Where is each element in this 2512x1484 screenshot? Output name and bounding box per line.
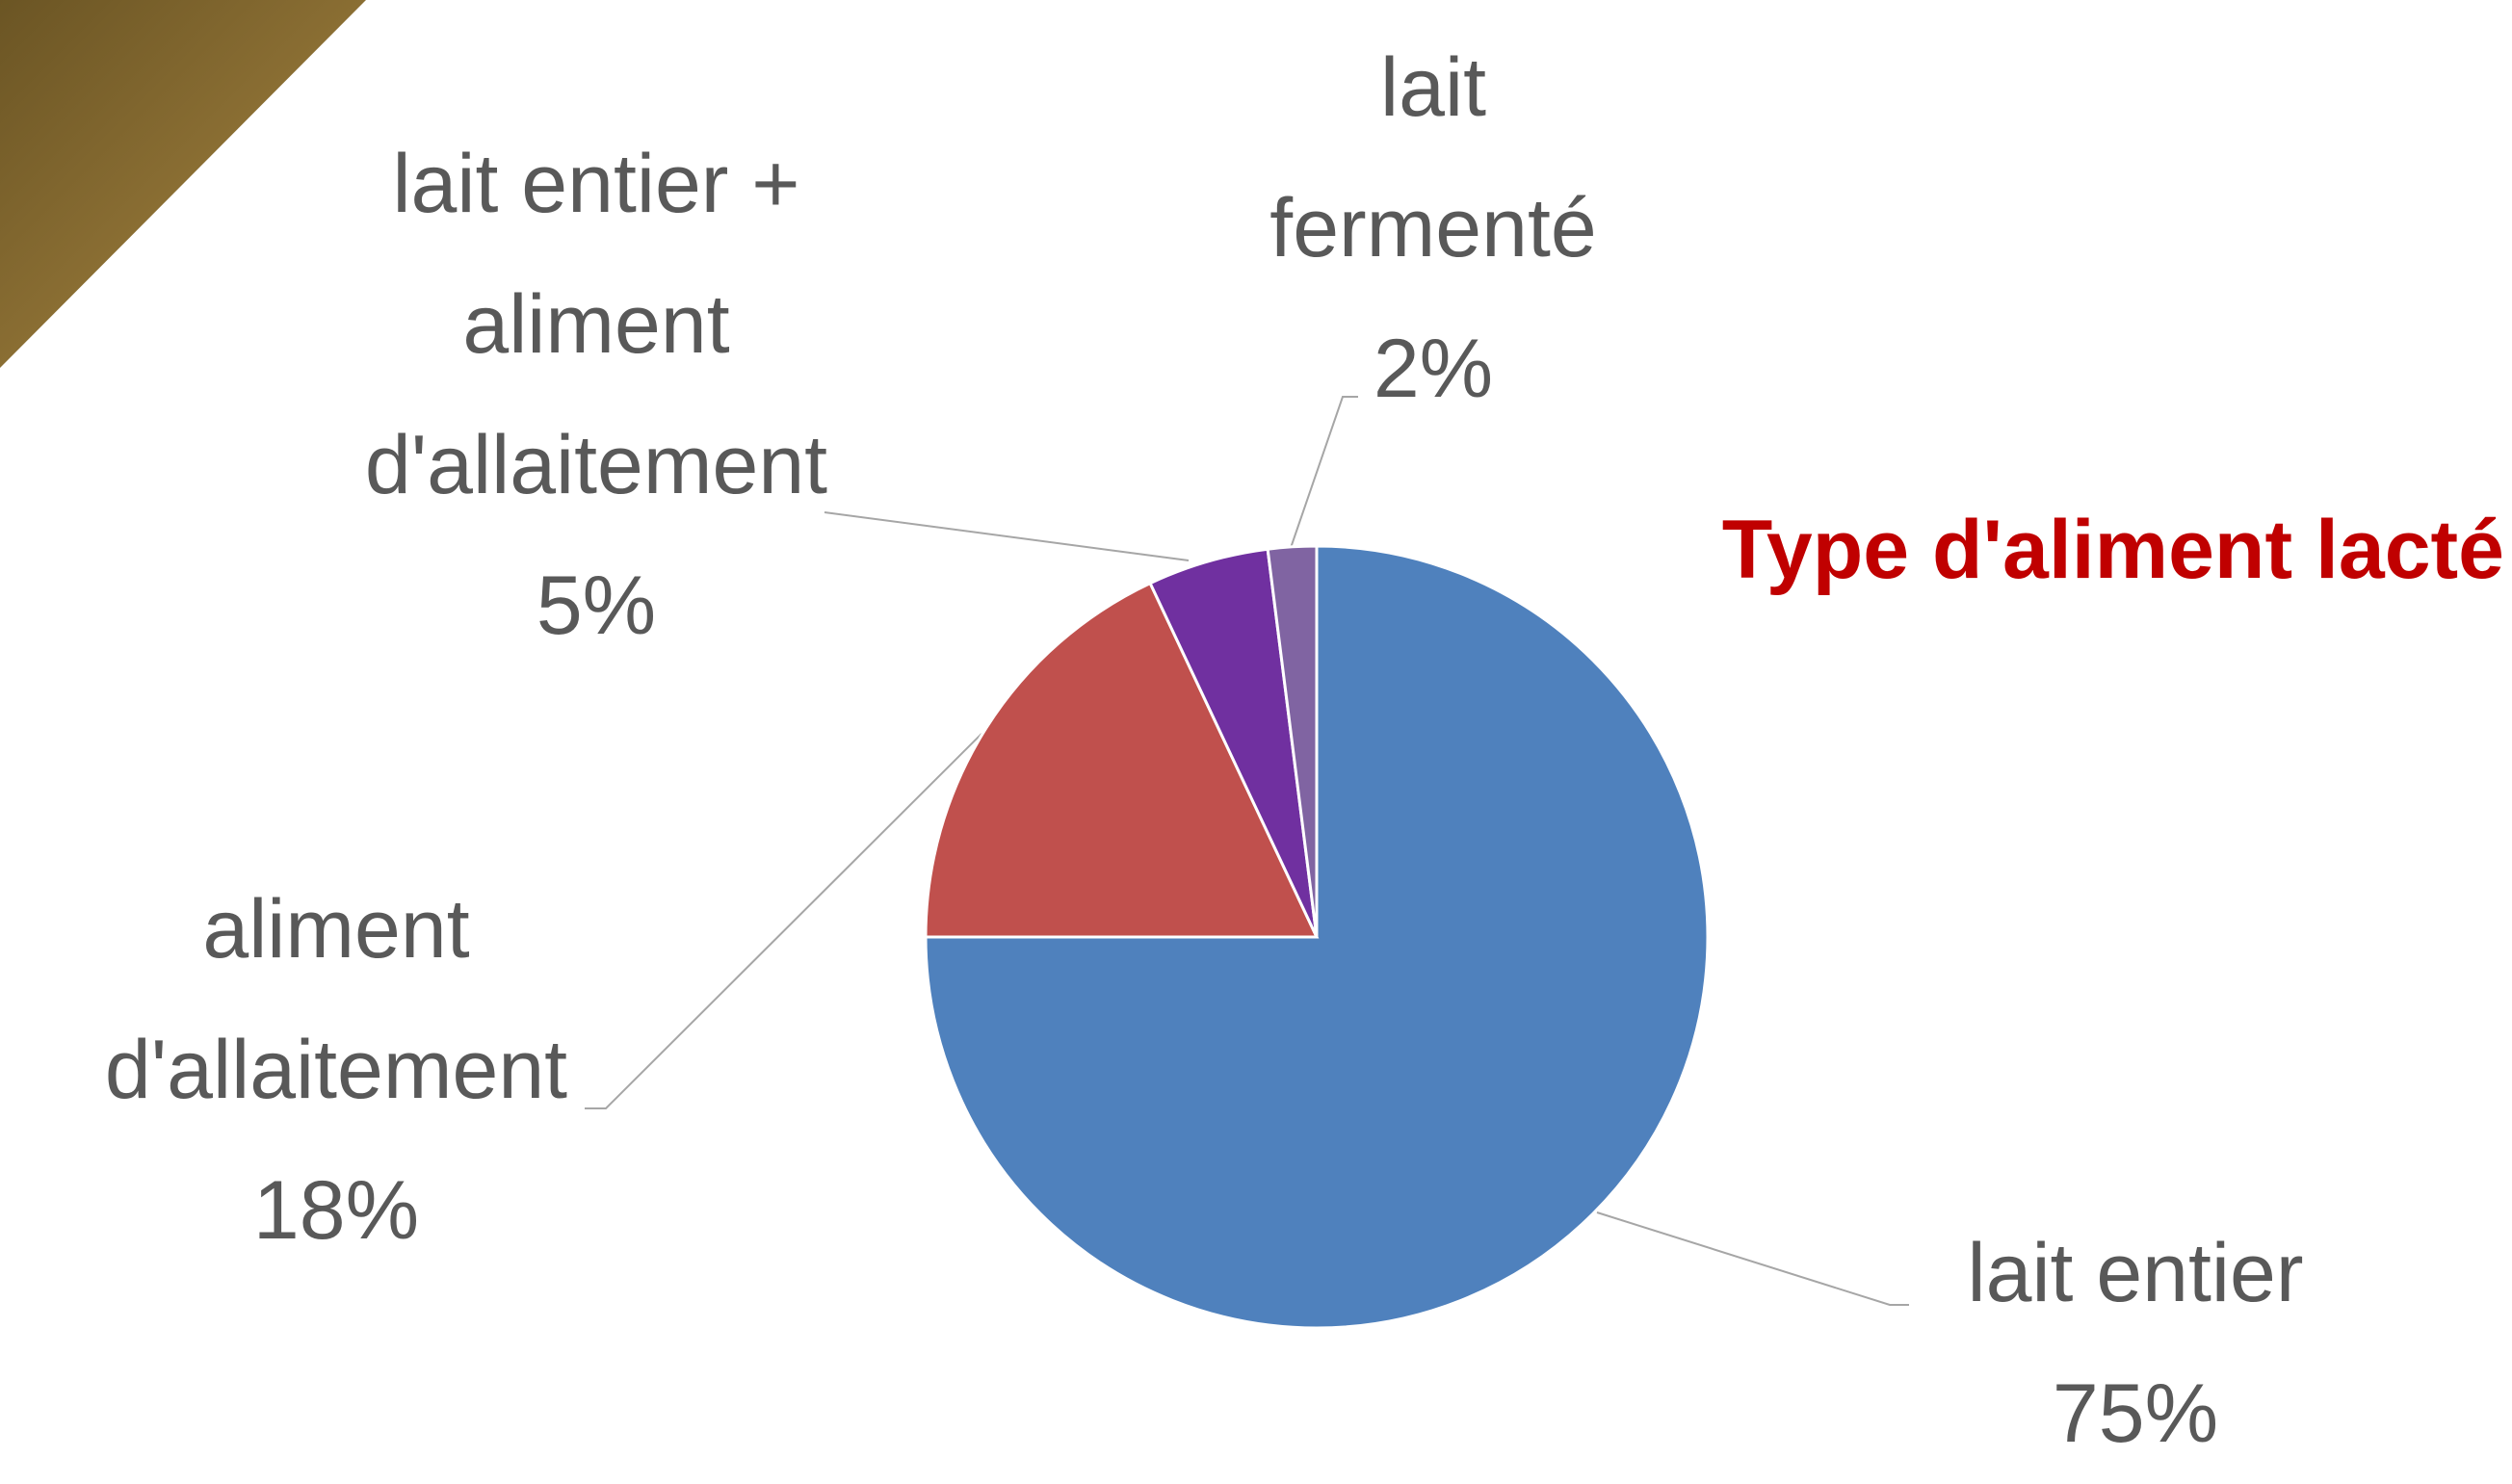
value-label: 75% [2052, 1367, 2219, 1460]
leader-lines [585, 396, 1909, 1306]
chart-title: Type d'aliment lacté [1721, 504, 2504, 596]
pie [924, 544, 1710, 1330]
data-label: lait entier + aliment d'allaitement 5% [298, 114, 895, 676]
category-label: lait entier + aliment d'allaitement [364, 138, 828, 511]
leader-line [1596, 1211, 1909, 1306]
leader-line [585, 733, 982, 1109]
value-label: 2% [1373, 323, 1494, 415]
category-label: lait fermenté [1269, 41, 1597, 274]
data-label: aliment d'allaitement 18% [28, 859, 644, 1281]
corner-photo [0, 0, 366, 368]
leader-line [824, 511, 1190, 561]
category-label: aliment d'allaitement [104, 883, 568, 1116]
category-label: lait entier [1967, 1227, 2304, 1319]
leader-line [1290, 396, 1358, 549]
data-label: lait fermenté 2% [1231, 17, 1635, 439]
data-label: lait entier 75% [1818, 1203, 2453, 1484]
value-label: 18% [252, 1164, 420, 1257]
pie-slice [924, 581, 1320, 939]
value-label: 5% [536, 560, 657, 652]
pie-slice [1266, 544, 1319, 938]
